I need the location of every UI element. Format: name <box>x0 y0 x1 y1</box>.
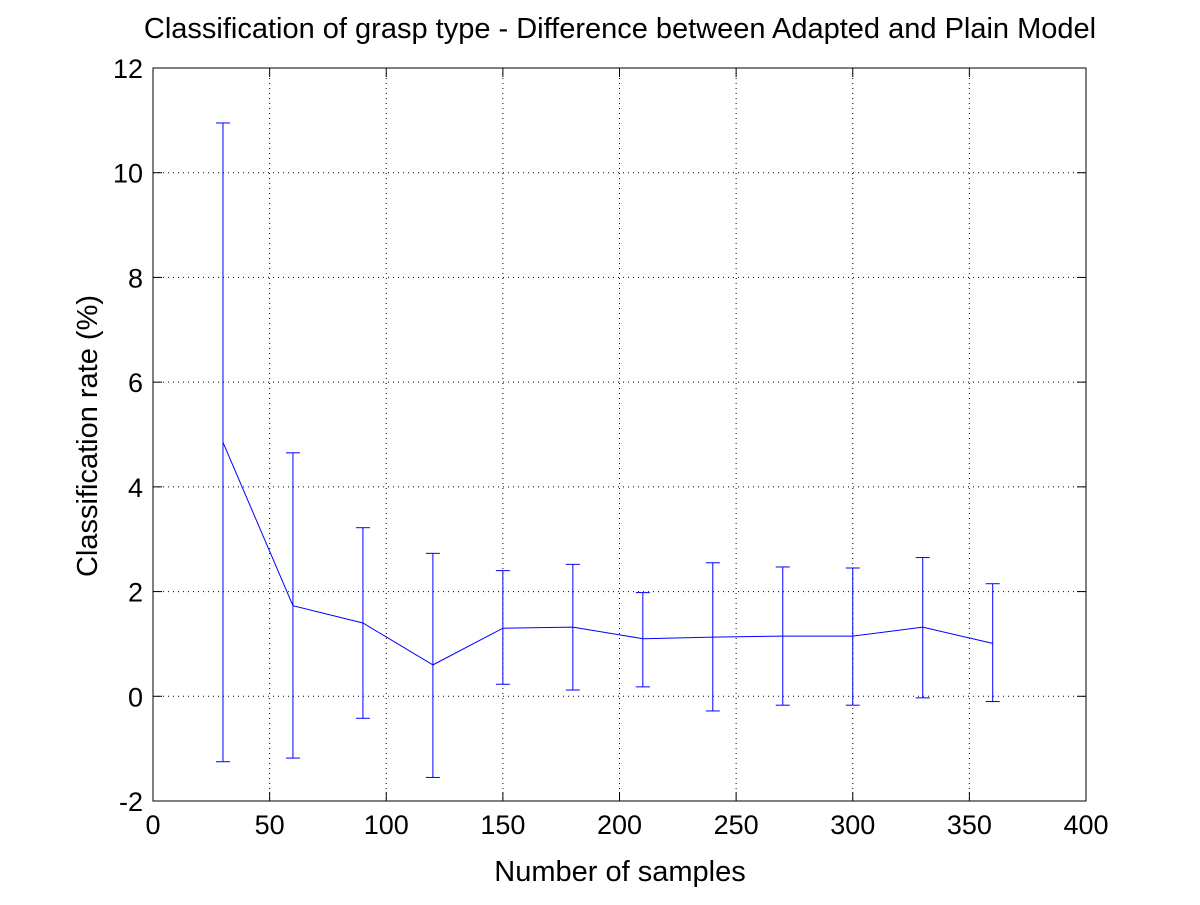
y-axis-label: Classification rate (%) <box>72 295 104 577</box>
tick-marks <box>152 67 1087 802</box>
y-tick-label: 8 <box>128 263 143 293</box>
y-tick-label: 6 <box>128 368 143 398</box>
y-tick-label: 4 <box>128 473 143 503</box>
y-tick-label: 12 <box>113 54 143 84</box>
x-tick-label: 250 <box>714 810 759 840</box>
y-tick-label: -2 <box>119 787 143 817</box>
x-axis-label: Number of samples <box>494 856 745 888</box>
x-tick-label: 100 <box>364 810 409 840</box>
x-tick-label: 150 <box>480 810 525 840</box>
series-line <box>222 442 993 666</box>
x-tick-label: 0 <box>145 810 160 840</box>
plot-data <box>215 122 1000 778</box>
x-tick-label: 50 <box>255 810 285 840</box>
x-tick-label: 350 <box>947 810 992 840</box>
x-tick-label: 200 <box>597 810 642 840</box>
y-tick-label: 2 <box>128 578 143 608</box>
y-tick-label: 10 <box>113 159 143 189</box>
x-tick-label: 400 <box>1063 810 1108 840</box>
chart-title: Classification of grasp type - Differenc… <box>144 13 1096 45</box>
x-tick-label: 300 <box>830 810 875 840</box>
y-tick-label: 0 <box>128 682 143 712</box>
